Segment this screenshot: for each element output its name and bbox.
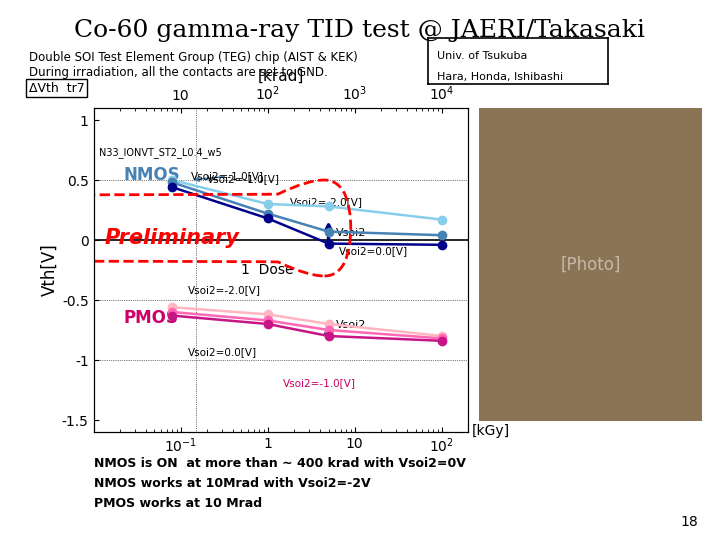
Text: N33_IONVT_ST2_L0.4_w5: N33_IONVT_ST2_L0.4_w5 xyxy=(99,147,222,158)
Text: Vsoi2=-2.0[V]: Vsoi2=-2.0[V] xyxy=(187,285,261,295)
Text: Vsoi2=-2.0[V]: Vsoi2=-2.0[V] xyxy=(290,197,363,207)
X-axis label: [krad]: [krad] xyxy=(258,69,304,83)
Text: 1  Dose: 1 Dose xyxy=(241,263,294,277)
Text: Preliminary: Preliminary xyxy=(105,228,240,248)
Text: Vsoi2=-1.0[V]: Vsoi2=-1.0[V] xyxy=(283,379,356,388)
Text: Co-60 gamma-ray TID test @ JAERI/Takasaki: Co-60 gamma-ray TID test @ JAERI/Takasak… xyxy=(74,19,646,42)
Text: [Photo]: [Photo] xyxy=(560,255,621,274)
Text: Vsoi2=0.0[V]: Vsoi2=0.0[V] xyxy=(338,246,408,256)
Text: Hara, Honda, Ishibashi: Hara, Honda, Ishibashi xyxy=(438,72,564,82)
Text: NMOS works at 10Mrad with Vsoi2=-2V: NMOS works at 10Mrad with Vsoi2=-2V xyxy=(94,477,370,490)
Text: PMOS works at 10 Mrad: PMOS works at 10 Mrad xyxy=(94,497,262,510)
Y-axis label: Vth[V]: Vth[V] xyxy=(41,244,59,296)
Text: NMOS: NMOS xyxy=(124,166,180,184)
Text: Vsoi2=-1.0[V]: Vsoi2=-1.0[V] xyxy=(207,174,280,184)
Text: Vsoi2: Vsoi2 xyxy=(336,320,366,329)
Text: [kGy]: [kGy] xyxy=(472,424,510,438)
Text: Univ. of Tsukuba: Univ. of Tsukuba xyxy=(438,51,528,60)
Text: Double SOI Test Element Group (TEG) chip (AIST & KEK): Double SOI Test Element Group (TEG) chip… xyxy=(29,51,358,64)
Text: Vsoi2: Vsoi2 xyxy=(336,228,366,238)
Text: NMOS is ON  at more than ∼ 400 krad with Vsoi2=0V: NMOS is ON at more than ∼ 400 krad with … xyxy=(94,457,465,470)
Text: During irradiation, all the contacts are set to GND.: During irradiation, all the contacts are… xyxy=(29,66,328,79)
Text: Vsoi2=-1.0[V]: Vsoi2=-1.0[V] xyxy=(191,171,264,181)
Text: ΔVth  tr7: ΔVth tr7 xyxy=(29,82,84,95)
Text: Vsoi2=0.0[V]: Vsoi2=0.0[V] xyxy=(187,347,256,357)
Text: 18: 18 xyxy=(680,515,698,529)
Text: PMOS: PMOS xyxy=(124,309,179,327)
